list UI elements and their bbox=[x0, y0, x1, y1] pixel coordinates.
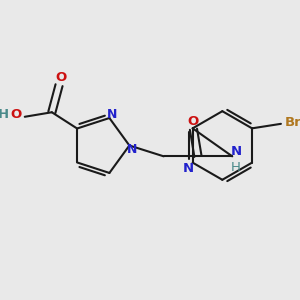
Text: O: O bbox=[188, 115, 199, 128]
Text: O: O bbox=[10, 109, 21, 122]
Text: Br: Br bbox=[285, 116, 300, 128]
Text: H: H bbox=[0, 109, 9, 122]
Text: O: O bbox=[55, 71, 67, 85]
Text: N: N bbox=[230, 145, 242, 158]
Text: N: N bbox=[127, 142, 137, 156]
Text: N: N bbox=[107, 108, 117, 121]
Text: H: H bbox=[231, 160, 241, 174]
Text: N: N bbox=[183, 163, 194, 176]
